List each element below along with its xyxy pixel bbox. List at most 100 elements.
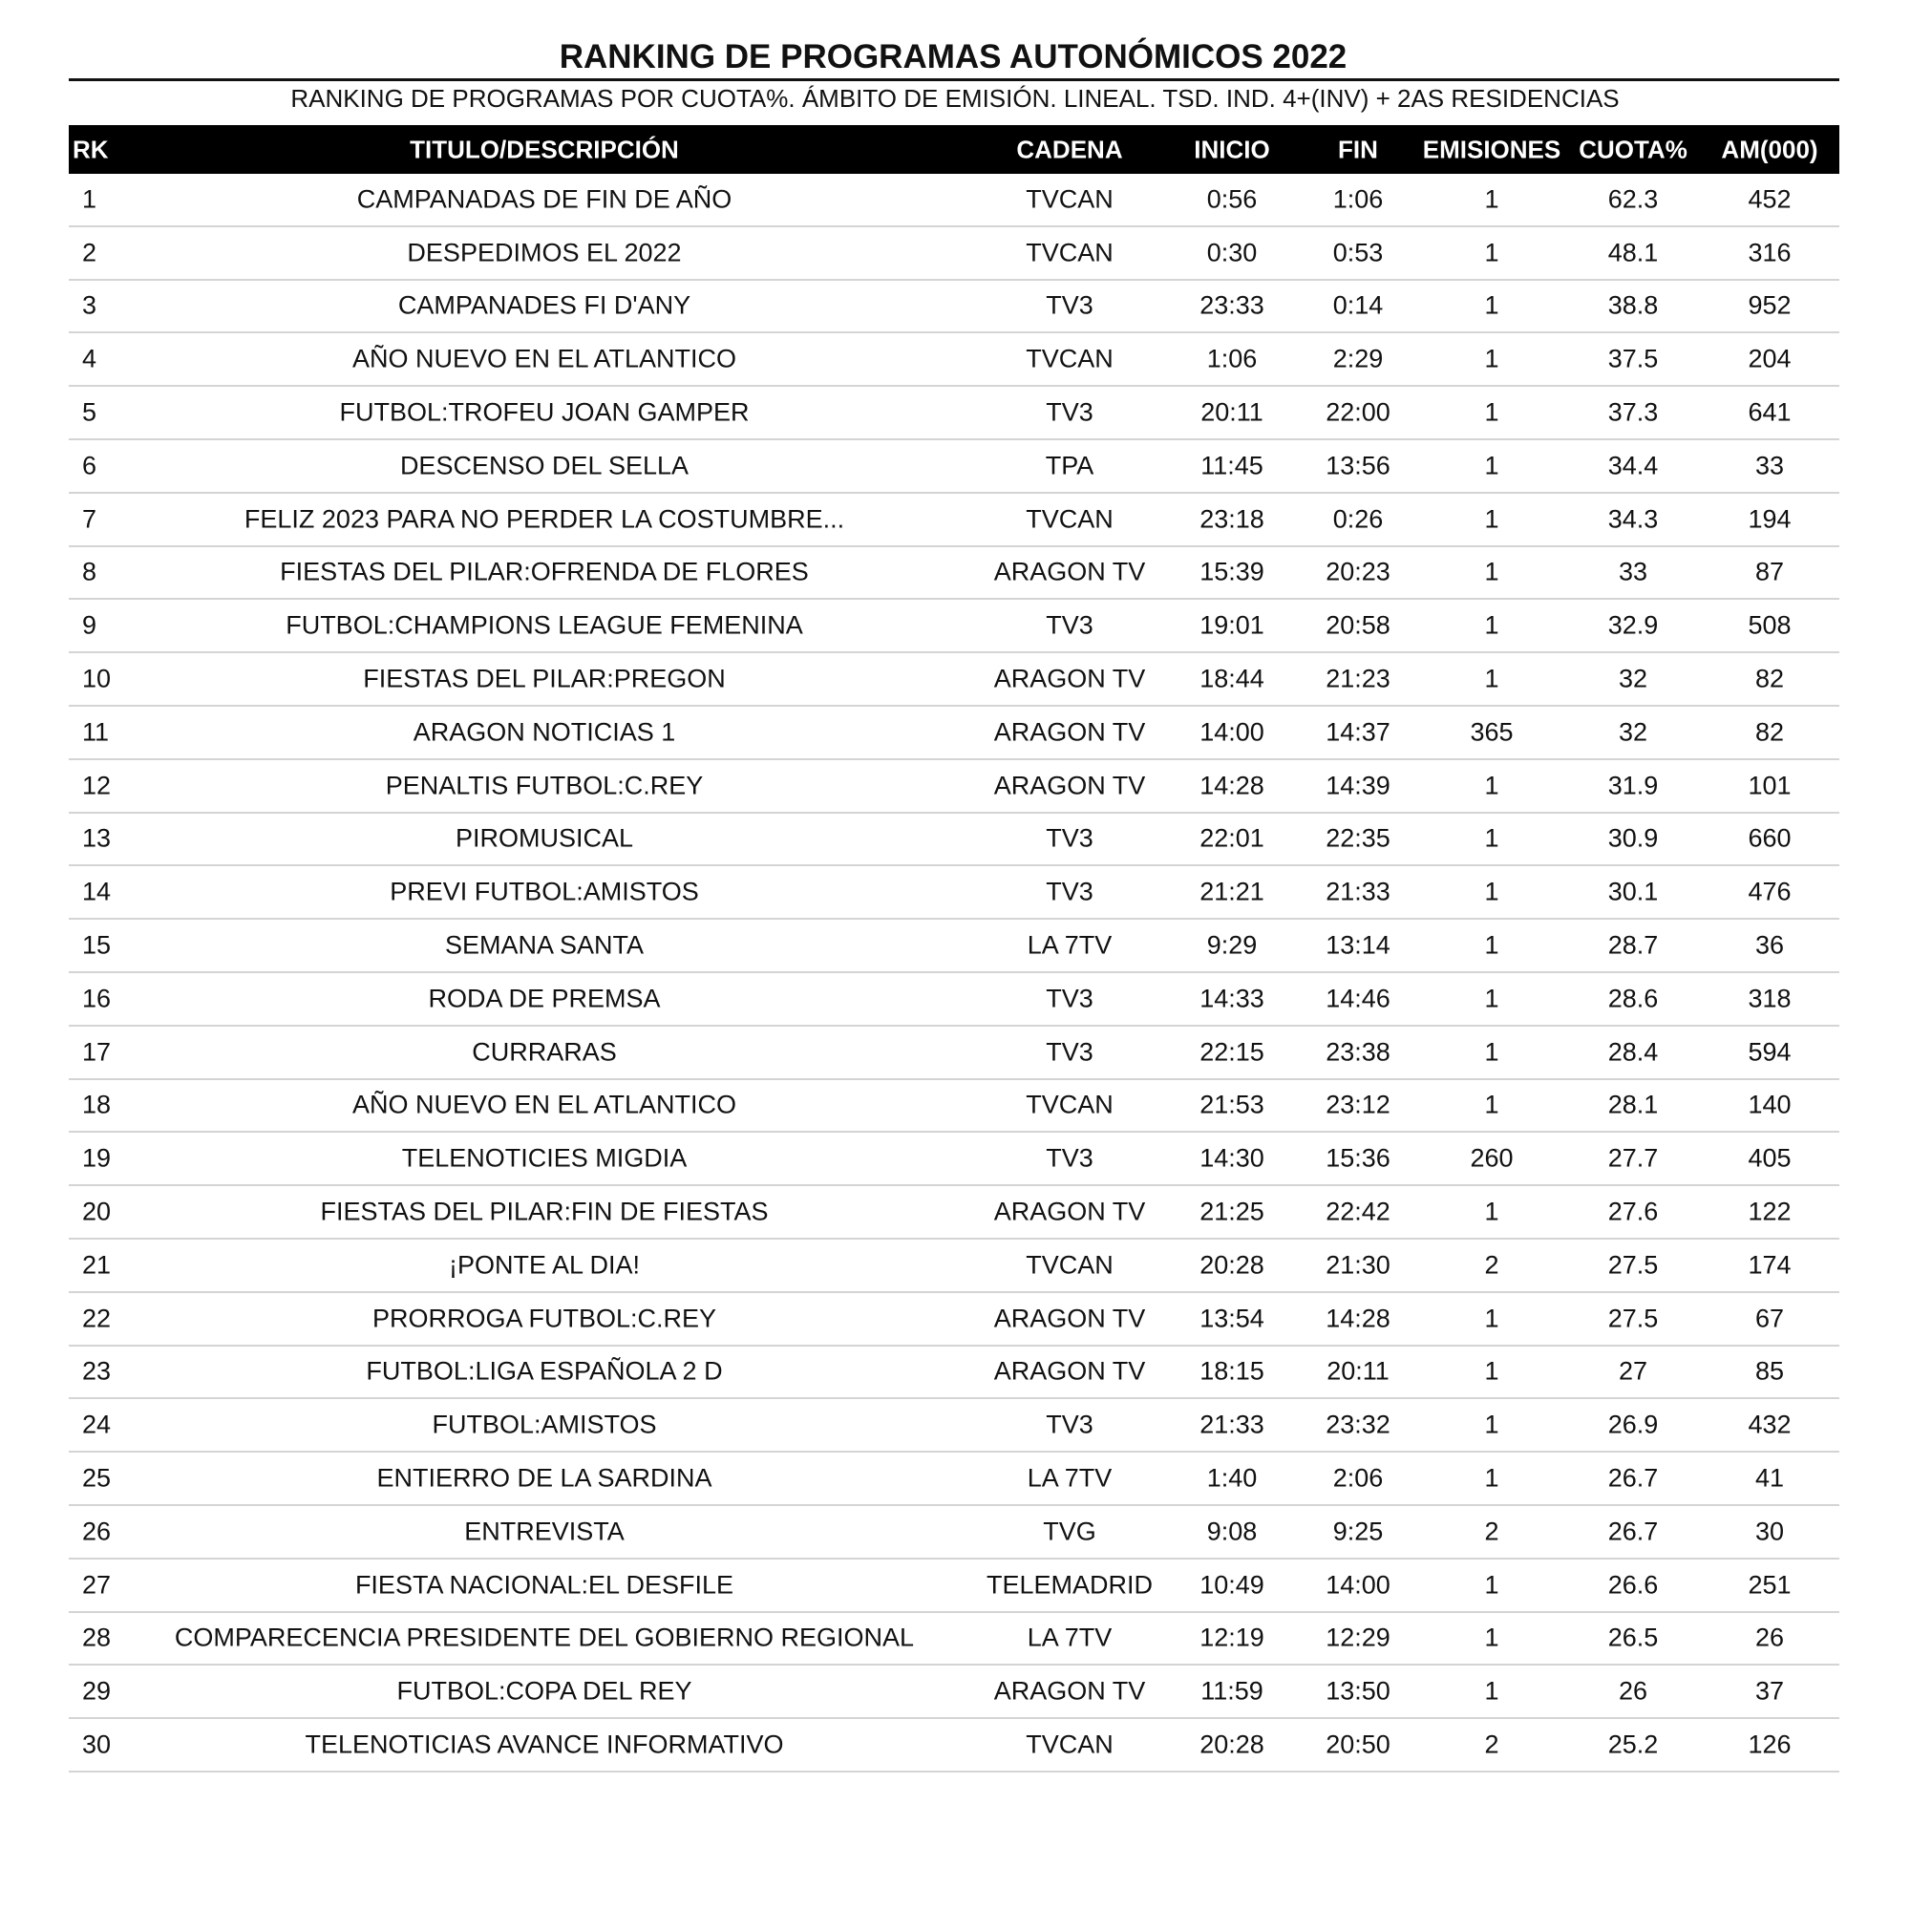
table-row: 3 CAMPANADES FI D'ANY TV3 23:33 0:14 1 38.8 952 (69, 281, 1839, 334)
cell-rk: 13 (82, 823, 112, 853)
cell-titulo: CURRARAS (472, 1037, 617, 1067)
cell-emisiones: 1 (1484, 397, 1499, 427)
cell-rk: 29 (82, 1676, 112, 1706)
cell-cuota: 27.7 (1607, 1143, 1659, 1173)
cell-am: 101 (1748, 771, 1792, 800)
cell-fin: 13:14 (1326, 930, 1390, 960)
cell-fin: 13:50 (1326, 1676, 1390, 1706)
cell-rk: 6 (82, 451, 97, 480)
cell-inicio: 20:28 (1199, 1730, 1264, 1759)
cell-cadena: LA 7TV (1027, 1463, 1113, 1493)
cell-cuota: 28.4 (1607, 1037, 1659, 1067)
cell-cuota: 26.5 (1607, 1623, 1659, 1652)
cell-am: 660 (1748, 823, 1792, 853)
cell-cadena: TV3 (1046, 877, 1093, 906)
cell-emisiones: 1 (1484, 610, 1499, 640)
cell-titulo: FUTBOL:AMISTOS (432, 1410, 657, 1439)
header-inicio: INICIO (1194, 135, 1270, 163)
cell-fin: 14:37 (1326, 717, 1390, 747)
cell-cuota: 26.7 (1607, 1463, 1659, 1493)
cell-rk: 5 (82, 397, 97, 427)
cell-fin: 14:46 (1326, 984, 1390, 1013)
cell-emisiones: 2 (1484, 1730, 1499, 1759)
cell-inicio: 0:30 (1206, 238, 1258, 267)
cell-inicio: 21:21 (1199, 877, 1264, 906)
cell-am: 952 (1748, 290, 1792, 320)
cell-am: 432 (1748, 1410, 1792, 1439)
cell-inicio: 11:59 (1200, 1676, 1263, 1706)
cell-fin: 13:56 (1326, 451, 1390, 480)
cell-fin: 23:12 (1326, 1090, 1390, 1119)
cell-cadena: TVCAN (1026, 1090, 1114, 1119)
cell-am: 126 (1748, 1730, 1792, 1759)
cell-inicio: 23:18 (1199, 504, 1264, 534)
cell-rk: 14 (82, 877, 112, 906)
table-row: 25 ENTIERRO DE LA SARDINA LA 7TV 1:40 2:06 1 2… (69, 1453, 1839, 1506)
cell-titulo: PIROMUSICAL (455, 823, 634, 853)
table-row: 18 AÑO NUEVO EN EL ATLANTICO TVCAN 21:53 23:… (69, 1080, 1839, 1134)
cell-inicio: 19:01 (1199, 610, 1264, 640)
cell-titulo: PREVI FUTBOL:AMISTOS (390, 877, 699, 906)
cell-am: 316 (1748, 238, 1792, 267)
table-row: 15 SEMANA SANTA LA 7TV 9:29 13:14 1 28.7 36 (69, 920, 1839, 973)
cell-fin: 23:38 (1326, 1037, 1390, 1067)
cell-inicio: 10:49 (1199, 1570, 1264, 1600)
cell-am: 594 (1748, 1037, 1792, 1067)
cell-cadena: TV3 (1046, 610, 1093, 640)
cell-rk: 26 (82, 1517, 112, 1546)
cell-inicio: 23:33 (1199, 290, 1264, 320)
cell-am: 36 (1754, 930, 1785, 960)
cell-cadena: TELEMADRID (986, 1570, 1154, 1600)
cell-fin: 21:30 (1326, 1250, 1390, 1280)
cell-cadena: TVCAN (1026, 1250, 1114, 1280)
cell-cuota: 27 (1618, 1356, 1648, 1386)
cell-cuota: 62.3 (1607, 184, 1659, 214)
cell-cuota: 31.9 (1607, 771, 1659, 800)
cell-titulo: CAMPANADES FI D'ANY (397, 290, 691, 320)
cell-cadena: ARAGON TV (993, 1197, 1146, 1226)
cell-rk: 2 (82, 238, 97, 267)
cell-rk: 8 (82, 557, 97, 586)
cell-titulo: COMPARECENCIA PRESIDENTE DEL GOBIERNO RE… (174, 1623, 915, 1652)
cell-emisiones: 1 (1484, 1197, 1499, 1226)
cell-emisiones: 1 (1484, 1463, 1499, 1493)
cell-inicio: 9:08 (1206, 1517, 1258, 1546)
cell-rk: 16 (82, 984, 112, 1013)
cell-am: 85 (1754, 1356, 1785, 1386)
cell-fin: 14:28 (1326, 1304, 1390, 1333)
cell-cadena: LA 7TV (1027, 930, 1113, 960)
cell-cadena: TV3 (1046, 823, 1093, 853)
table-row: 9 FUTBOL:CHAMPIONS LEAGUE FEMENINA TV3 19:0… (69, 600, 1839, 654)
cell-inicio: 13:54 (1199, 1304, 1264, 1333)
cell-cuota: 34.4 (1607, 451, 1659, 480)
cell-cuota: 28.7 (1607, 930, 1659, 960)
cell-cuota: 48.1 (1607, 238, 1659, 267)
cell-emisiones: 1 (1484, 238, 1499, 267)
cell-emisiones: 1 (1484, 1304, 1499, 1333)
cell-titulo: DESPEDIMOS EL 2022 (407, 238, 682, 267)
cell-am: 140 (1748, 1090, 1792, 1119)
cell-emisiones: 1 (1484, 451, 1499, 480)
cell-titulo: FIESTA NACIONAL:EL DESFILE (354, 1570, 734, 1600)
cell-titulo: FUTBOL:TROFEU JOAN GAMPER (339, 397, 750, 427)
cell-inicio: 9:29 (1206, 930, 1258, 960)
cell-emisiones: 1 (1484, 984, 1499, 1013)
cell-emisiones: 1 (1484, 823, 1499, 853)
cell-cuota: 33 (1618, 557, 1648, 586)
cell-cadena: ARAGON TV (993, 717, 1146, 747)
cell-am: 87 (1754, 557, 1785, 586)
table-row: 8 FIESTAS DEL PILAR:OFRENDA DE FLORES ARAG… (69, 547, 1839, 601)
cell-am: 26 (1754, 1623, 1785, 1652)
cell-titulo: CAMPANADAS DE FIN DE AÑO (356, 184, 732, 214)
cell-rk: 18 (82, 1090, 112, 1119)
cell-cadena: ARAGON TV (993, 1676, 1146, 1706)
cell-fin: 0:26 (1332, 504, 1384, 534)
cell-emisiones: 1 (1484, 1090, 1499, 1119)
cell-rk: 19 (82, 1143, 112, 1173)
cell-emisiones: 1 (1484, 771, 1499, 800)
table-row: 7 FELIZ 2023 PARA NO PERDER LA COSTUMBRE.… (69, 494, 1839, 547)
cell-cuota: 27.5 (1607, 1250, 1659, 1280)
cell-titulo: DESCENSO DEL SELLA (399, 451, 690, 480)
title-rule (69, 78, 1839, 81)
cell-cuota: 34.3 (1607, 504, 1659, 534)
